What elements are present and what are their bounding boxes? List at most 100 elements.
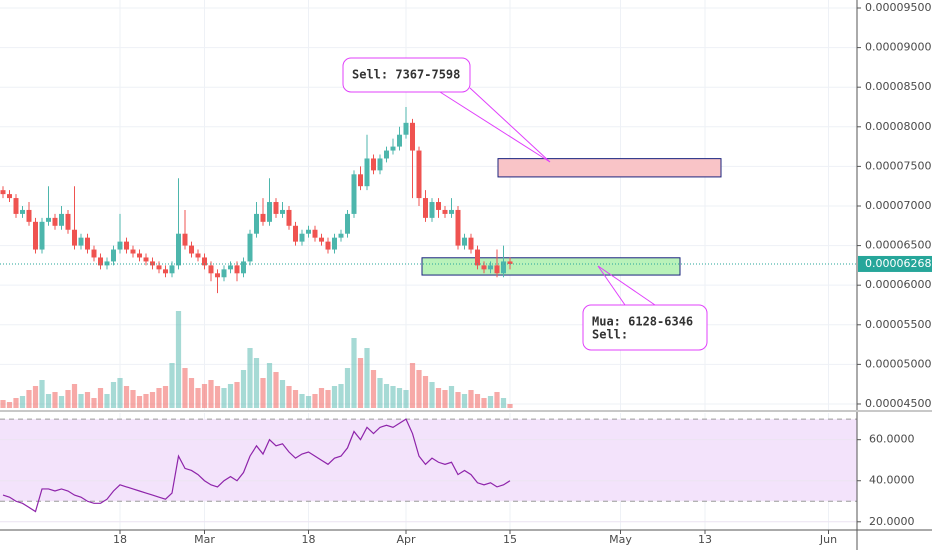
volume-bar — [13, 398, 19, 408]
volume-bar — [117, 378, 123, 408]
y-tick-label: 0.00007000 — [865, 199, 931, 212]
x-tick-label: 15 — [503, 533, 517, 546]
candle-body — [117, 241, 123, 250]
callout — [582, 304, 708, 351]
volume-bar — [234, 382, 240, 408]
volume-bar — [240, 370, 247, 408]
x-tick-label: 13 — [698, 533, 712, 546]
candle-body — [358, 174, 363, 187]
y-tick-label: 0.00004500 — [865, 397, 931, 410]
candle-body — [345, 213, 350, 234]
candle-body — [293, 225, 298, 242]
rsi-tick-label: 20.0000 — [869, 515, 915, 528]
candle-body — [351, 174, 357, 214]
candle-body — [397, 134, 402, 147]
candle-body — [215, 273, 220, 278]
volume-bar — [208, 380, 214, 408]
x-tick-label: Apr — [396, 533, 416, 546]
volume-bar — [494, 392, 500, 408]
candle-body — [436, 202, 441, 210]
volume-bar — [331, 386, 338, 408]
y-tick-label: 0.00008500 — [865, 80, 931, 93]
candle-body — [254, 213, 259, 234]
rsi-line — [2, 418, 511, 513]
rsi-tick-label: 40.0000 — [869, 474, 915, 487]
candle-body — [124, 241, 129, 250]
volume-bar — [429, 382, 435, 408]
candle-body — [91, 249, 97, 258]
y-tick-label: 0.00009000 — [865, 41, 931, 54]
volume-bar — [91, 398, 97, 408]
volume-bar — [474, 394, 481, 408]
y-tick-label: 0.00008000 — [865, 120, 931, 133]
x-tick-label: Mar — [194, 533, 215, 546]
candle-body — [423, 198, 428, 218]
volume-bar — [71, 384, 78, 408]
candle-body — [52, 217, 58, 226]
zone — [421, 257, 681, 276]
candle-body — [72, 229, 77, 246]
candle-body — [130, 249, 136, 254]
candle-body — [137, 253, 142, 258]
candle-body — [390, 146, 396, 151]
volume-bar — [390, 386, 396, 408]
candle-body — [208, 265, 214, 274]
volume-bar — [26, 390, 32, 408]
volume-bar — [162, 386, 169, 408]
candle-body — [410, 122, 415, 151]
candle-body — [59, 213, 64, 226]
volume-bar — [435, 388, 442, 408]
callout-pointer — [439, 87, 551, 163]
candle-body — [462, 237, 467, 246]
volume-bar — [175, 311, 182, 408]
volume-bar — [136, 396, 143, 408]
volume-bar — [487, 396, 494, 408]
volume-bar — [370, 370, 377, 408]
volume-bar — [377, 378, 383, 408]
candle-body — [475, 249, 480, 266]
candle-body — [39, 221, 45, 250]
volume-bar — [318, 388, 325, 408]
callout — [342, 57, 471, 93]
volume-bar — [416, 370, 422, 408]
candle-body — [403, 122, 409, 135]
volume-bar — [253, 358, 260, 408]
candle-body — [143, 257, 149, 262]
candle-body — [442, 209, 448, 214]
candle-body — [228, 265, 233, 270]
y-tick-label: 0.00009500 — [865, 1, 931, 14]
volume-bar — [468, 390, 474, 408]
x-tick-label: 18 — [302, 533, 316, 546]
rsi-band — [0, 419, 857, 502]
volume-bar — [383, 384, 390, 408]
candle-body — [449, 209, 454, 214]
volume-bar — [45, 394, 52, 408]
volume-bar — [299, 394, 305, 408]
volume-bar — [149, 392, 156, 408]
volume-bar — [273, 372, 279, 408]
candle-body — [416, 150, 422, 199]
volume-bar — [507, 404, 513, 408]
volume-bar — [201, 384, 208, 408]
candle-body — [325, 241, 331, 250]
candle-body — [501, 261, 506, 274]
candle-body — [176, 233, 181, 266]
y-tick-label: 0.00006500 — [865, 239, 931, 252]
candle-body — [85, 237, 90, 250]
candle-body — [169, 265, 175, 274]
x-tick-label: Jun — [819, 533, 837, 546]
candle-body — [286, 209, 292, 226]
volume-bar — [409, 363, 416, 408]
volume-bar — [169, 363, 175, 408]
candle-body — [384, 150, 389, 159]
candle-body — [312, 229, 318, 238]
candle-body — [46, 217, 51, 222]
volume-bar — [260, 378, 266, 408]
last-price-tag — [858, 255, 932, 272]
candle-body — [221, 269, 227, 278]
candle-body — [13, 198, 19, 214]
volume-bar — [110, 382, 117, 408]
volume-bar — [104, 394, 110, 408]
